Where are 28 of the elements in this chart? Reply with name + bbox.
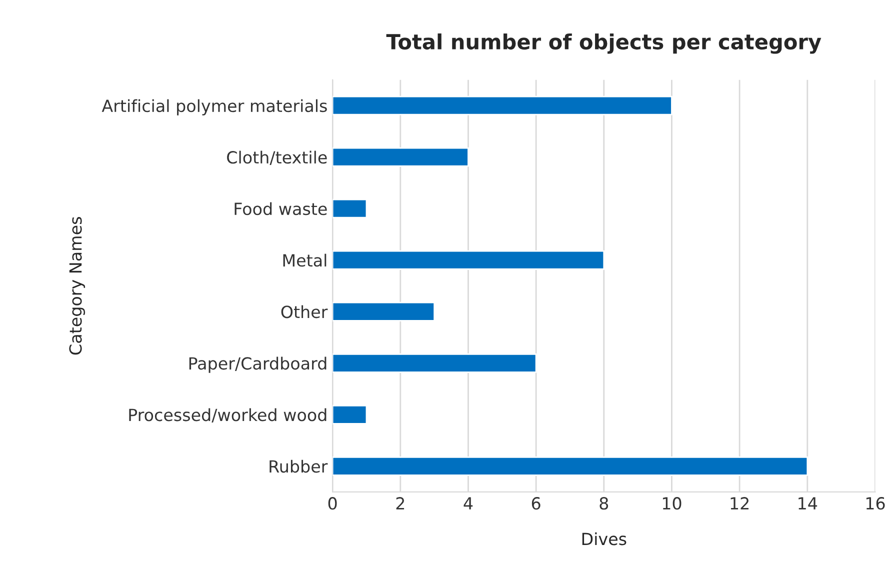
bar: [332, 353, 537, 373]
bar: [332, 198, 368, 218]
x-axis-title: Dives: [582, 532, 626, 546]
bar: [332, 404, 368, 424]
x-tick-label: 14: [798, 497, 818, 510]
y-axis-title: Category Names: [69, 217, 86, 355]
x-tick-label: 12: [730, 497, 748, 510]
y-tick-label: Processed/worked wood: [129, 408, 326, 423]
y-tick-label: Artificial polymer materials: [102, 99, 327, 116]
x-tick-label: 10: [662, 497, 682, 510]
y-tick-label: Metal: [283, 254, 326, 267]
chart-title: Total number of objects per category: [386, 33, 822, 54]
bar: [332, 96, 672, 116]
x-tick-label: 8: [600, 497, 608, 510]
bar: [332, 456, 808, 476]
x-tick-label: 2: [396, 497, 404, 510]
x-tick-label: 16: [866, 497, 885, 510]
x-tick-label: 0: [328, 497, 337, 510]
y-tick-label: Paper/Cardboard: [189, 356, 326, 373]
y-tick-label: Food waste: [234, 202, 327, 216]
bar: [332, 147, 469, 167]
x-tick-label: 6: [532, 497, 540, 510]
y-tick-label: Rubber: [270, 460, 328, 473]
bar: [332, 302, 436, 322]
y-tick-label: Other: [281, 305, 328, 318]
bar: [332, 250, 605, 270]
y-tick-label: Cloth/textile: [227, 150, 327, 165]
x-tick-label: 4: [464, 497, 473, 510]
